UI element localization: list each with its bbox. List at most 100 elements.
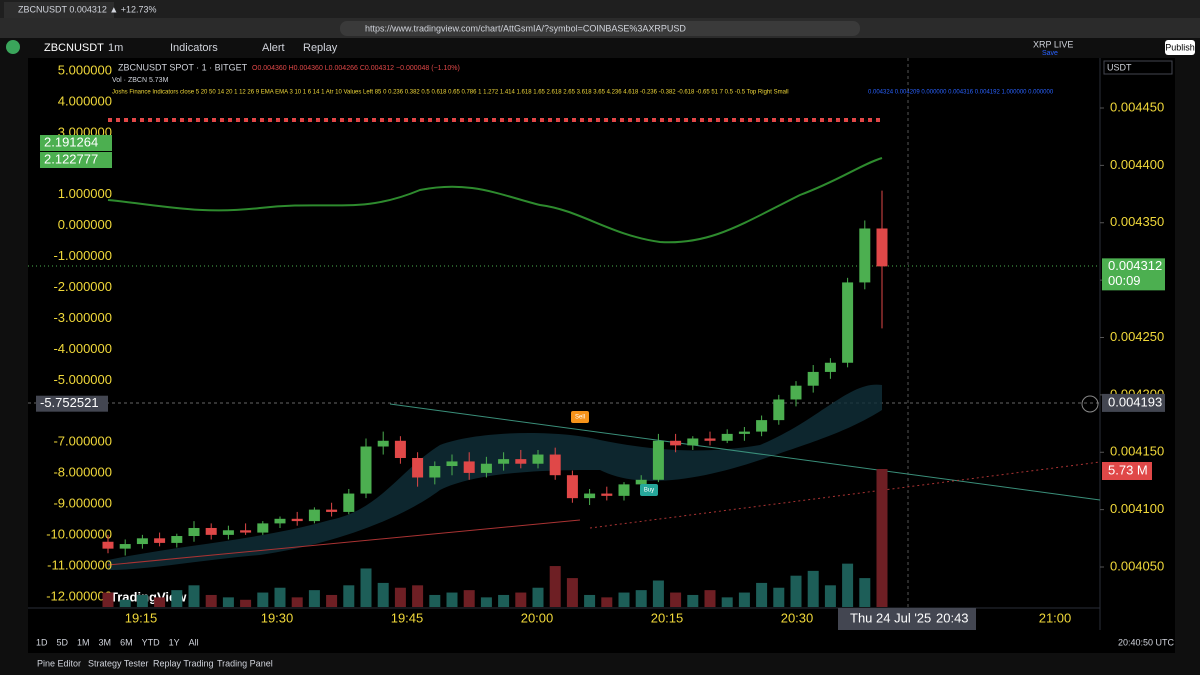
y2-tick-label: -9.000000: [53, 496, 112, 511]
legend-volume: Vol · ZBCN 5.73M: [112, 77, 169, 84]
address-bar[interactable]: [340, 21, 860, 36]
candle-body: [119, 544, 131, 549]
y2-marker: [36, 395, 108, 412]
avatar[interactable]: [6, 40, 20, 54]
layout-name[interactable]: XRP LIVE: [1033, 39, 1073, 49]
indicators-btn[interactable]: Indicators: [170, 42, 218, 54]
range-btn[interactable]: 1M: [77, 637, 90, 647]
range-bar: [36, 636, 156, 650]
panel-tab[interactable]: Pine Editor: [37, 658, 81, 668]
toolbar: [0, 38, 1200, 58]
trend-line: [389, 403, 1101, 501]
volume-bar: [102, 592, 114, 607]
time-badge: [838, 608, 976, 630]
candle-body: [446, 461, 458, 467]
candle-body: [257, 523, 269, 533]
panel-tab[interactable]: Trading Panel: [217, 658, 273, 668]
y2-marker-label: -5.752521: [40, 395, 99, 410]
volume-bar: [652, 580, 664, 607]
trend-line: [589, 461, 1101, 529]
range-btn[interactable]: 6M: [120, 637, 133, 647]
volume-badge: [1102, 462, 1152, 480]
candle-body: [515, 459, 527, 464]
candle-body: [498, 459, 510, 464]
utc-clock: 20:40:50 UTC: [1118, 637, 1175, 647]
candle-body: [463, 461, 475, 473]
interval[interactable]: 1m: [108, 42, 123, 54]
publish-btn[interactable]: [1165, 40, 1195, 55]
tab-title: ZBCNUSDT 0.004312 ▲ +12.73%: [18, 4, 157, 14]
volume-bar: [222, 597, 234, 607]
candle-body: [704, 438, 716, 441]
layout-status: Save: [1042, 50, 1058, 57]
volume-bar: [136, 594, 148, 607]
range-btn[interactable]: All: [189, 637, 199, 647]
volume-bar: [274, 587, 286, 607]
volume-bar: [343, 585, 355, 607]
bottom-panel: [0, 653, 1200, 675]
x-tick-label: 20:00: [521, 610, 554, 625]
y-tick-label: 0.004250: [1110, 329, 1164, 344]
candle-body: [412, 457, 424, 478]
candle-body: [360, 446, 372, 494]
candle-body: [205, 527, 217, 535]
last-price: 0.004312: [1108, 258, 1162, 273]
symbol[interactable]: ZBCNUSDT: [44, 42, 104, 54]
candle-body: [618, 484, 630, 496]
candle-body: [394, 440, 406, 458]
oscillator-line: [107, 157, 883, 244]
volume-bar: [188, 585, 200, 607]
candle-body: [291, 518, 303, 522]
range-btn[interactable]: 1Y: [169, 637, 180, 647]
candle-body: [756, 420, 768, 432]
replay-btn[interactable]: Replay: [303, 42, 338, 54]
candle-body: [136, 538, 148, 545]
currency: USDT: [1107, 62, 1132, 72]
candle-body: [532, 454, 544, 464]
volume-bar: [154, 597, 166, 607]
alert-btn[interactable]: Alert: [262, 42, 285, 54]
candle-body: [824, 362, 836, 372]
x-tick-label: 19:15: [125, 610, 158, 625]
candle-body: [188, 527, 200, 537]
range-btn[interactable]: YTD: [142, 637, 161, 647]
volume-bar: [446, 592, 458, 607]
volume-bar: [412, 585, 424, 607]
volume-bar: [687, 594, 699, 607]
range-btn[interactable]: 1D: [36, 637, 48, 647]
legend-ohlc: O0.004360 H0.004360 L0.004266 C0.004312 …: [252, 65, 460, 72]
volume-bar: [515, 592, 527, 607]
candle-body: [773, 399, 785, 421]
y2-marker-label: 2.122777: [44, 151, 98, 166]
y2-marker-label: 2.191264: [44, 134, 98, 149]
candle-body: [876, 228, 888, 267]
y-tick-label: 0.004050: [1110, 558, 1164, 573]
add-alert-btn[interactable]: [1081, 395, 1099, 413]
volume-bar: [670, 592, 682, 607]
volume-bar: [480, 597, 492, 607]
crosshair-time: Thu 24 Jul '25: [850, 610, 931, 625]
y2-tick-label: -7.000000: [53, 434, 112, 449]
panel-tab[interactable]: Replay Trading: [153, 658, 214, 668]
volume-bar: [738, 592, 750, 607]
y2-tick-label: -8.000000: [53, 465, 112, 480]
tab[interactable]: [4, 2, 114, 18]
range-btn[interactable]: 3M: [99, 637, 112, 647]
volume-bar: [463, 590, 475, 607]
volume-bar: [119, 599, 131, 607]
volume-bar: [721, 597, 733, 607]
y2-tick-label: -10.000000: [46, 527, 112, 542]
y2-marker: [40, 135, 112, 151]
candle-body: [377, 440, 389, 447]
currency-box[interactable]: [1103, 60, 1173, 75]
candle-body: [738, 431, 750, 434]
panel-tab[interactable]: Strategy Tester: [88, 658, 148, 668]
range-btn[interactable]: 5D: [57, 637, 69, 647]
publish-label: Publish: [1165, 42, 1195, 52]
candle-body: [721, 433, 733, 441]
volume-bar: [308, 590, 320, 607]
candle-body: [154, 538, 166, 543]
volume-bar: [790, 575, 802, 607]
candle-body: [842, 282, 854, 363]
